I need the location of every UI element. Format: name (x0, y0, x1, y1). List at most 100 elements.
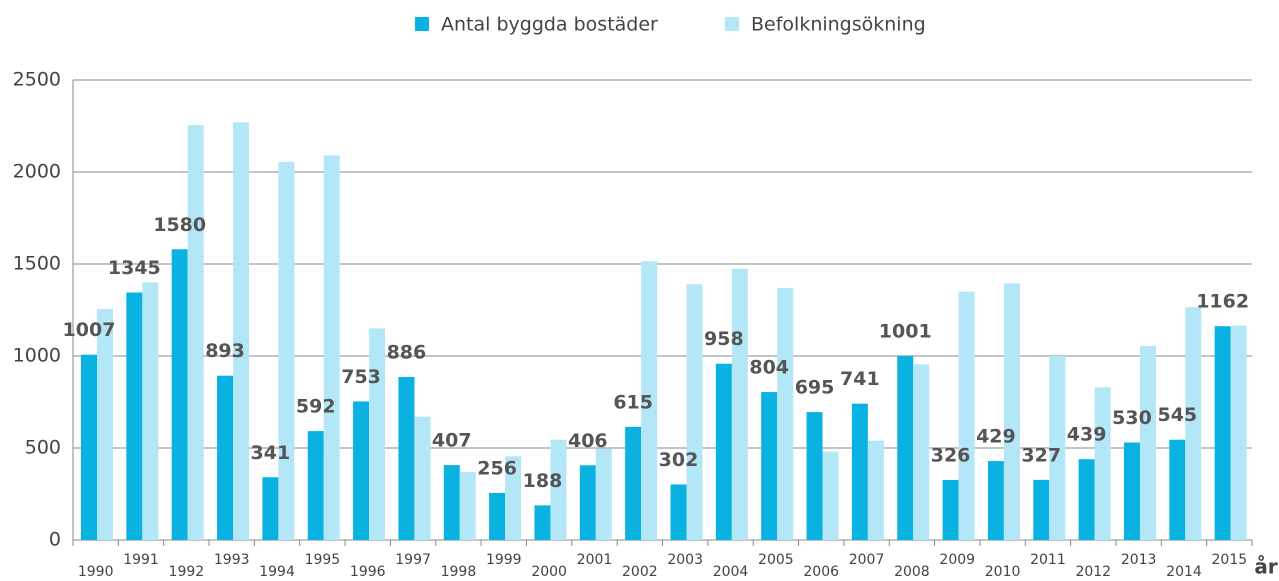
x-tick-label: 2015 (1212, 552, 1248, 568)
bar (1078, 459, 1095, 540)
x-tick-label: 2001 (577, 552, 613, 568)
bar (1123, 442, 1140, 540)
bar (958, 291, 975, 540)
bar (913, 364, 930, 540)
data-label: 886 (387, 341, 427, 363)
y-tick-label: 1000 (13, 345, 61, 367)
data-label: 327 (1021, 444, 1061, 466)
data-label: 695 (795, 377, 835, 399)
legend-label: Antal byggda bostäder (441, 14, 658, 36)
bar (353, 401, 370, 540)
bar (1049, 356, 1066, 540)
y-tick-label: 2000 (13, 161, 61, 183)
x-tick-label: 2007 (849, 552, 885, 568)
x-tick-label: 2011 (1030, 552, 1066, 568)
x-tick-label: 1999 (486, 552, 522, 568)
bar (987, 461, 1004, 540)
bar (686, 284, 703, 540)
x-tick-label: 2009 (939, 552, 975, 568)
data-label: 592 (296, 396, 336, 418)
data-label: 753 (341, 366, 381, 388)
data-label: 958 (704, 328, 744, 350)
bar (187, 125, 204, 540)
bar (731, 268, 748, 540)
data-label: 1580 (153, 214, 206, 236)
data-label: 1345 (108, 257, 161, 279)
data-label: 407 (432, 430, 472, 452)
y-tick-label: 2500 (13, 69, 61, 91)
x-tick-label: 2005 (758, 552, 794, 568)
data-label: 615 (613, 391, 653, 413)
bar (1094, 387, 1111, 540)
bar (534, 505, 551, 540)
bar (641, 261, 658, 540)
bar (550, 439, 567, 540)
bar (1003, 283, 1020, 540)
bar (822, 451, 839, 540)
data-label: 439 (1067, 424, 1107, 446)
bar (278, 161, 295, 540)
legend-swatch (725, 17, 739, 31)
bar (126, 292, 143, 540)
bar (625, 426, 642, 540)
x-tick-label: 2008 (894, 564, 930, 580)
bar (1033, 479, 1050, 540)
bar (761, 392, 778, 540)
bar (489, 492, 506, 540)
x-tick-label: 1991 (123, 552, 159, 568)
data-label: 804 (749, 357, 789, 379)
data-label: 545 (1157, 404, 1197, 426)
bar (81, 354, 97, 540)
bar (1214, 326, 1231, 540)
data-label: 530 (1112, 407, 1152, 429)
y-tick-label: 500 (25, 437, 61, 459)
bar (595, 448, 612, 540)
bar (867, 440, 884, 540)
bar (1230, 325, 1247, 540)
x-tick-label: 2000 (531, 564, 567, 580)
bar (942, 480, 959, 540)
bar (262, 477, 279, 540)
x-tick-label: 1996 (350, 564, 386, 580)
bar (97, 309, 113, 540)
bar (307, 431, 324, 540)
x-tick-label: 2012 (1075, 564, 1111, 580)
bar (233, 122, 250, 540)
y-tick-label: 1500 (13, 253, 61, 275)
bar (414, 416, 431, 540)
data-label: 893 (205, 340, 245, 362)
data-label: 1001 (879, 320, 932, 342)
bar (806, 412, 823, 540)
x-tick-label: 1995 (305, 552, 341, 568)
data-label: 341 (251, 442, 291, 464)
bar (459, 471, 476, 540)
bar (171, 249, 188, 540)
bar (670, 484, 687, 540)
x-tick-label: 2002 (622, 564, 658, 580)
bar (443, 465, 460, 540)
bar (1169, 439, 1186, 540)
bar (1185, 307, 1202, 540)
data-label: 741 (840, 368, 880, 390)
x-tick-label: 1990 (78, 564, 114, 580)
legend-label: Befolkningsökning (751, 14, 926, 36)
data-label: 302 (659, 449, 699, 471)
x-tick-label: 1994 (259, 564, 295, 580)
x-tick-label: 1992 (169, 564, 205, 580)
data-label: 256 (477, 457, 517, 479)
x-tick-label: 1993 (214, 552, 250, 568)
y-tick-label: 0 (49, 529, 61, 551)
bar (715, 363, 732, 540)
bar (142, 282, 159, 540)
bar (323, 155, 340, 540)
data-label: 188 (523, 470, 563, 492)
bar (897, 355, 914, 540)
bar (217, 375, 234, 540)
data-label: 326 (931, 445, 971, 467)
x-tick-label: 2006 (803, 564, 839, 580)
data-label: 429 (976, 426, 1016, 448)
legend-swatch (415, 17, 429, 31)
data-label: 406 (568, 430, 608, 452)
x-tick-label: 1997 (395, 552, 431, 568)
